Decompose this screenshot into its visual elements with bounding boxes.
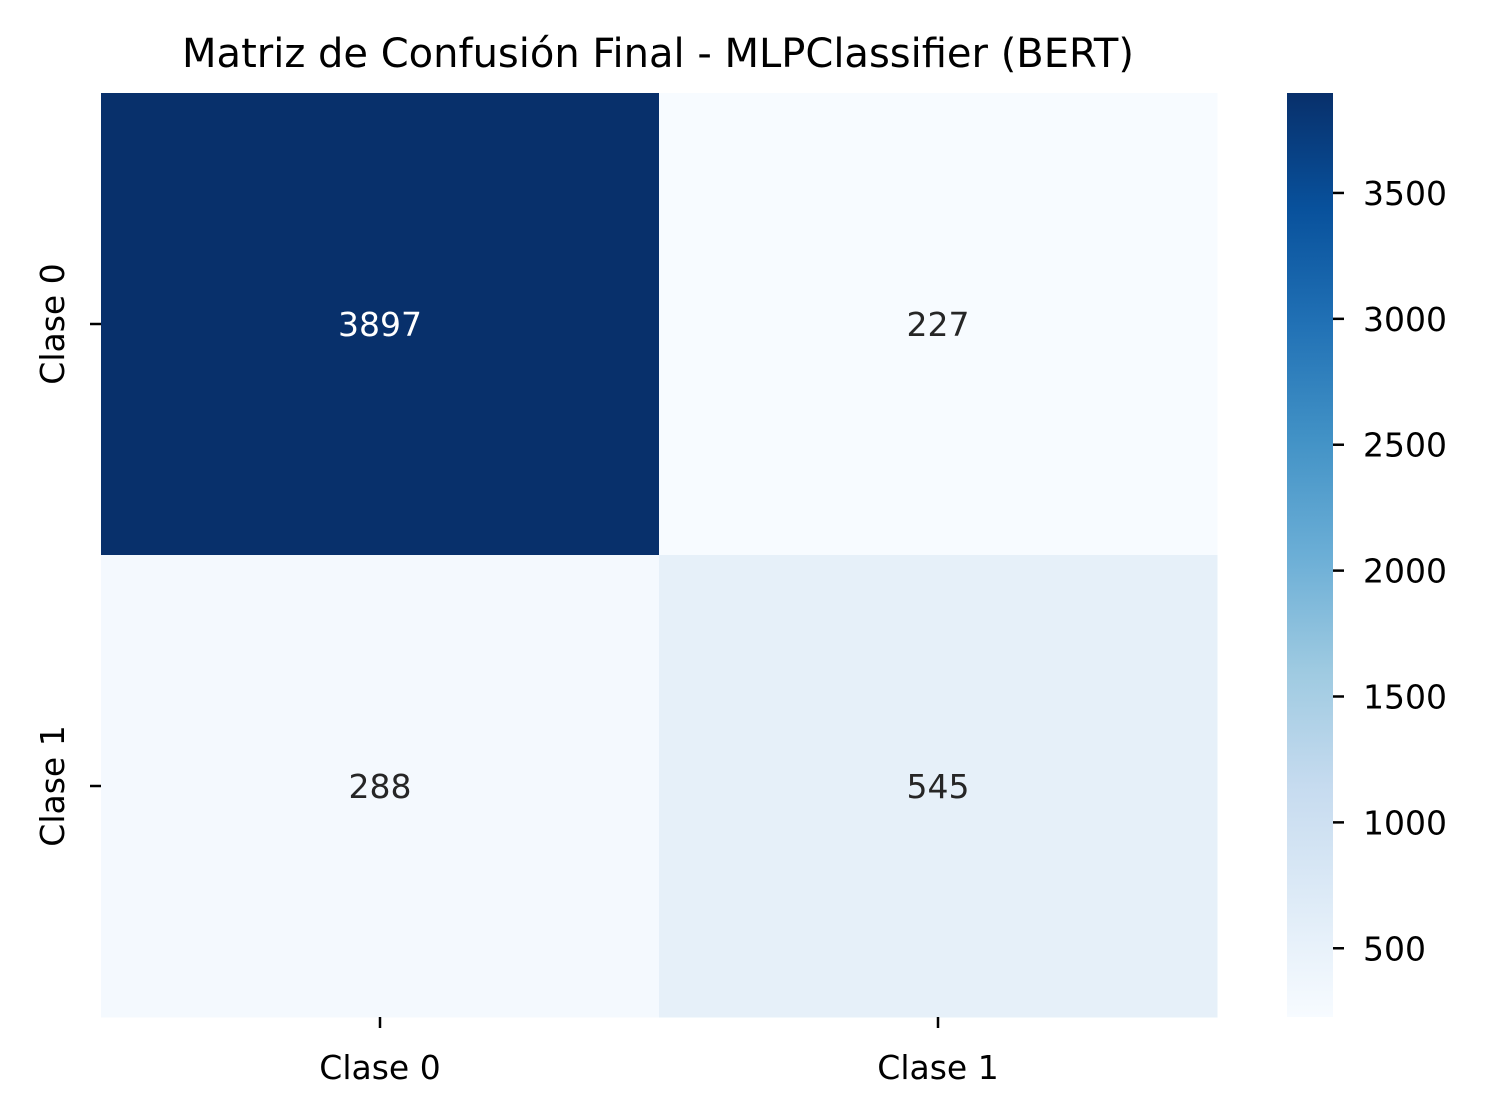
x-tick-label: Clase 0 <box>319 1048 440 1087</box>
colorbar-tick-label: 1000 <box>1363 803 1447 842</box>
x-tick-label: Clase 1 <box>877 1048 998 1087</box>
colorbar-tick-label: 3500 <box>1363 174 1447 213</box>
heatmap-cell-r1-c0 <box>101 555 660 1018</box>
cell-value-label: 227 <box>907 305 970 344</box>
heatmap-cell-r1-c1 <box>659 555 1218 1018</box>
cell-value-label: 545 <box>907 767 970 806</box>
colorbar-tick-label: 2000 <box>1363 552 1447 591</box>
colorbar-tick-label: 3000 <box>1363 300 1447 339</box>
heatmap-cells: 3897 227 288 545 <box>101 93 1218 1018</box>
colorbar-tick-label: 500 <box>1363 929 1426 968</box>
colorbar-gradient <box>1287 93 1333 1017</box>
y-axis: Clase 0 Clase 1 <box>33 263 101 847</box>
heatmap-cell-r0-c1 <box>659 93 1218 556</box>
colorbar-tick-label: 2500 <box>1363 426 1447 465</box>
x-axis: Clase 0 Clase 1 <box>319 1017 999 1087</box>
colorbar: 500 1000 1500 2000 2500 3000 3500 <box>1287 93 1447 1017</box>
cell-value-label: 3897 <box>338 305 422 344</box>
y-tick-label: Clase 0 <box>33 263 72 384</box>
cell-value-label: 288 <box>349 767 412 806</box>
colorbar-tick-label: 1500 <box>1363 677 1447 716</box>
heatmap-cell-r0-c0 <box>101 93 660 556</box>
chart-title: Matriz de Confusión Final - MLPClassifie… <box>182 31 1134 77</box>
y-tick-label: Clase 1 <box>33 725 72 846</box>
